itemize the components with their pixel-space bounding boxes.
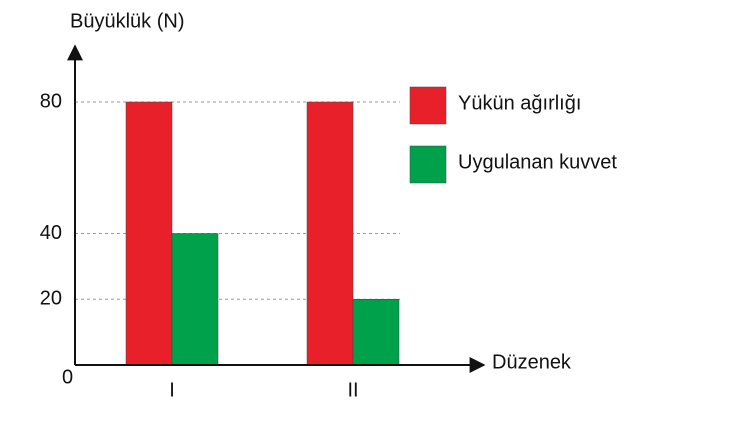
bar: [352, 299, 400, 366]
y-axis-label: Büyüklük (N): [70, 10, 184, 32]
y-tick-label: 40: [40, 222, 62, 244]
x-axis-label: Düzenek: [492, 351, 572, 373]
bar: [125, 101, 173, 366]
x-tick-label: II: [347, 379, 358, 401]
y-tick-label: 20: [40, 288, 62, 310]
y-tick-label: 0: [62, 366, 73, 388]
bars: [125, 101, 400, 366]
legend-swatch: [409, 86, 447, 125]
bar: [306, 101, 354, 366]
legend-swatch: [409, 145, 447, 184]
legend-label: Uygulanan kuvvet: [458, 151, 617, 173]
bar: [171, 233, 219, 366]
y-tick-label: 80: [40, 90, 62, 112]
x-tick-label: I: [169, 379, 175, 401]
legend-label: Yükün ağırlığı: [458, 92, 581, 114]
